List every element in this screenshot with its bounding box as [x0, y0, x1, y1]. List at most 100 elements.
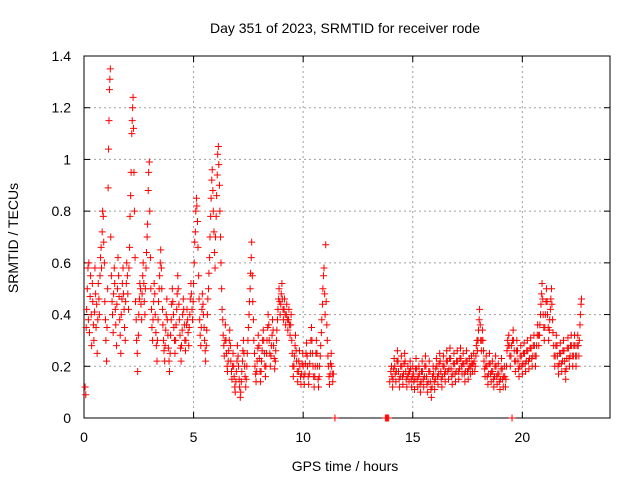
- data-point: [174, 272, 182, 280]
- data-point: [385, 414, 393, 422]
- data-point: [99, 212, 107, 220]
- data-point: [494, 360, 502, 368]
- data-point: [127, 192, 135, 200]
- data-point: [165, 367, 173, 375]
- data-point: [401, 349, 409, 357]
- data-point: [88, 280, 96, 288]
- data-point: [204, 295, 212, 303]
- data-point: [146, 207, 154, 215]
- data-point: [251, 349, 259, 357]
- data-point: [140, 280, 148, 288]
- data-point: [84, 264, 92, 272]
- data-point: [423, 373, 431, 381]
- data-point: [95, 311, 103, 319]
- data-point: [159, 321, 167, 329]
- data-point: [123, 272, 131, 280]
- data-point: [138, 316, 146, 324]
- data-point: [187, 290, 195, 298]
- data-point: [103, 357, 111, 365]
- data-point: [278, 280, 286, 288]
- data-point: [535, 342, 543, 350]
- data-point: [531, 362, 539, 370]
- x-tick-label: 5: [190, 429, 198, 445]
- data-point: [102, 336, 110, 344]
- data-point: [115, 272, 123, 280]
- data-point: [419, 367, 427, 375]
- data-point: [509, 326, 517, 334]
- data-point: [237, 378, 245, 386]
- data-point: [181, 347, 189, 355]
- data-point: [547, 285, 555, 293]
- data-point: [318, 316, 326, 324]
- data-point: [307, 324, 315, 331]
- data-point: [513, 336, 521, 344]
- data-point: [312, 336, 320, 344]
- data-point: [157, 264, 165, 272]
- data-point: [391, 362, 399, 370]
- data-point: [150, 280, 158, 288]
- data-point: [190, 280, 198, 288]
- data-point: [96, 254, 104, 262]
- data-point: [576, 311, 584, 319]
- y-tick-label: 1: [63, 151, 71, 167]
- data-point: [111, 305, 119, 313]
- data-point: [432, 355, 440, 363]
- data-point: [205, 269, 213, 277]
- data-point: [131, 254, 139, 262]
- data-point: [105, 145, 113, 153]
- data-point: [440, 362, 448, 370]
- data-point: [475, 316, 483, 324]
- data-point: [284, 316, 292, 324]
- data-point: [82, 391, 90, 399]
- data-point: [543, 298, 551, 306]
- data-point: [249, 316, 257, 324]
- data-point: [89, 298, 97, 306]
- y-tick-label: 0.8: [52, 203, 72, 219]
- data-point: [156, 272, 164, 280]
- data-point: [255, 342, 263, 350]
- data-point: [140, 298, 148, 306]
- data-point: [191, 228, 199, 236]
- plot-frame: [83, 55, 611, 419]
- data-point: [284, 326, 292, 334]
- data-point: [422, 362, 430, 370]
- data-point: [99, 207, 107, 215]
- data-point: [95, 295, 103, 303]
- data-point: [277, 300, 285, 308]
- data-point: [576, 321, 584, 329]
- data-point: [198, 305, 206, 313]
- data-point: [112, 342, 120, 350]
- data-point: [288, 336, 296, 344]
- data-point: [144, 186, 152, 194]
- data-point: [560, 336, 568, 344]
- data-point: [265, 321, 273, 329]
- data-point: [545, 336, 553, 344]
- data-point: [106, 75, 114, 83]
- data-point: [134, 331, 142, 339]
- data-point: [88, 342, 96, 350]
- data-point: [152, 329, 160, 337]
- data-point: [129, 104, 137, 112]
- data-point: [133, 336, 141, 344]
- data-point: [489, 367, 497, 375]
- data-point: [446, 344, 454, 352]
- data-point: [208, 176, 216, 184]
- data-point: [536, 321, 544, 329]
- data-point: [242, 383, 250, 391]
- data-point: [221, 321, 229, 329]
- data-point: [178, 326, 186, 334]
- data-point: [171, 349, 179, 357]
- data-point: [142, 249, 150, 257]
- data-point: [158, 305, 166, 313]
- data-point: [399, 380, 407, 388]
- data-point: [162, 311, 170, 319]
- data-point: [546, 305, 554, 313]
- data-point: [270, 342, 278, 350]
- data-point: [196, 316, 204, 324]
- data-point: [152, 342, 160, 350]
- data-point: [199, 300, 207, 308]
- data-point: [91, 264, 99, 272]
- data-point: [190, 259, 198, 267]
- x-tick-label: 0: [80, 429, 88, 445]
- data-point: [202, 357, 210, 365]
